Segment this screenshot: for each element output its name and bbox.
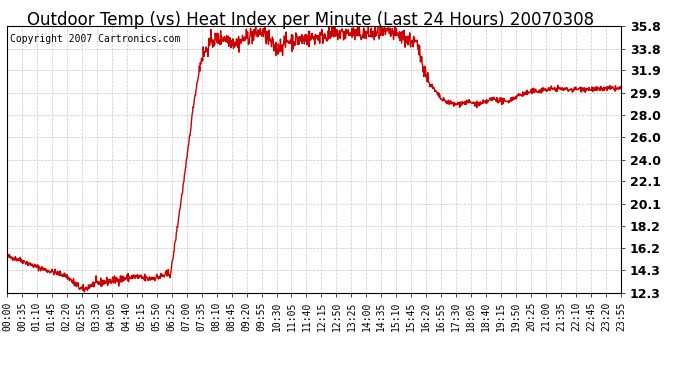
Text: Copyright 2007 Cartronics.com: Copyright 2007 Cartronics.com	[10, 34, 180, 44]
Text: Outdoor Temp (vs) Heat Index per Minute (Last 24 Hours) 20070308: Outdoor Temp (vs) Heat Index per Minute …	[27, 11, 594, 29]
